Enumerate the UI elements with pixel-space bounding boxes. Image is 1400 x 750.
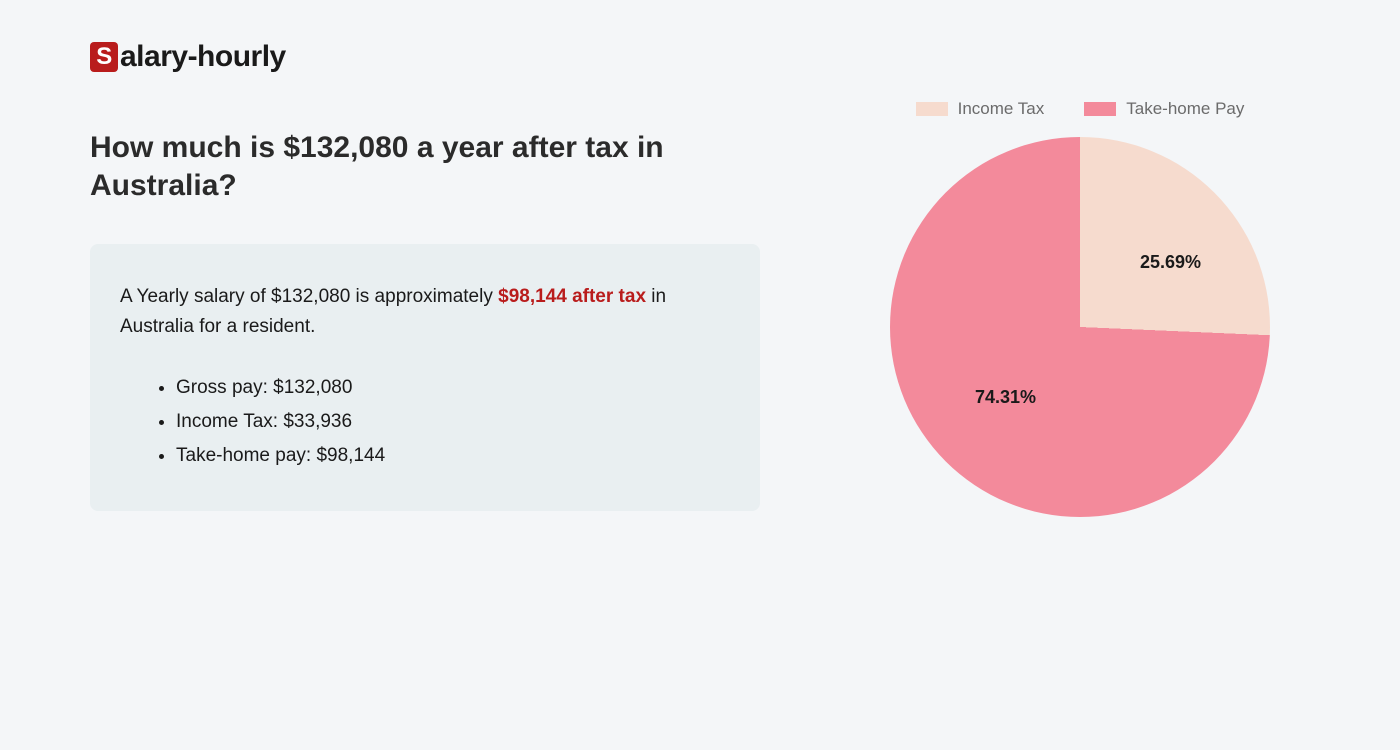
breakdown-list: Gross pay: $132,080 Income Tax: $33,936 … xyxy=(120,371,730,474)
list-item: Income Tax: $33,936 xyxy=(176,405,730,439)
summary-box: A Yearly salary of $132,080 is approxima… xyxy=(90,244,760,511)
logo-text: alary-hourly xyxy=(120,40,286,74)
legend-item-take-home: Take-home Pay xyxy=(1084,99,1244,119)
pie-label-take-home: 74.31% xyxy=(975,387,1036,408)
legend-label: Income Tax xyxy=(958,99,1045,119)
pie-label-income-tax: 25.69% xyxy=(1140,252,1201,273)
page-heading: How much is $132,080 a year after tax in… xyxy=(90,129,760,204)
summary-prefix: A Yearly salary of $132,080 is approxima… xyxy=(120,286,498,307)
right-column: Income Tax Take-home Pay 25.69% 74.31% xyxy=(760,129,1310,517)
content-row: How much is $132,080 a year after tax in… xyxy=(90,129,1310,517)
pie-chart: 25.69% 74.31% xyxy=(890,137,1270,517)
legend-swatch xyxy=(916,102,948,116)
list-item: Gross pay: $132,080 xyxy=(176,371,730,405)
logo-badge: S xyxy=(90,42,118,72)
pie-disc xyxy=(890,137,1270,517)
left-column: How much is $132,080 a year after tax in… xyxy=(90,129,760,517)
legend-label: Take-home Pay xyxy=(1126,99,1244,119)
brand-logo: Salary-hourly xyxy=(90,40,1310,74)
summary-text: A Yearly salary of $132,080 is approxima… xyxy=(120,282,730,343)
list-item: Take-home pay: $98,144 xyxy=(176,439,730,473)
chart-legend: Income Tax Take-home Pay xyxy=(850,99,1310,119)
legend-item-income-tax: Income Tax xyxy=(916,99,1045,119)
summary-highlight: $98,144 after tax xyxy=(498,286,646,307)
legend-swatch xyxy=(1084,102,1116,116)
